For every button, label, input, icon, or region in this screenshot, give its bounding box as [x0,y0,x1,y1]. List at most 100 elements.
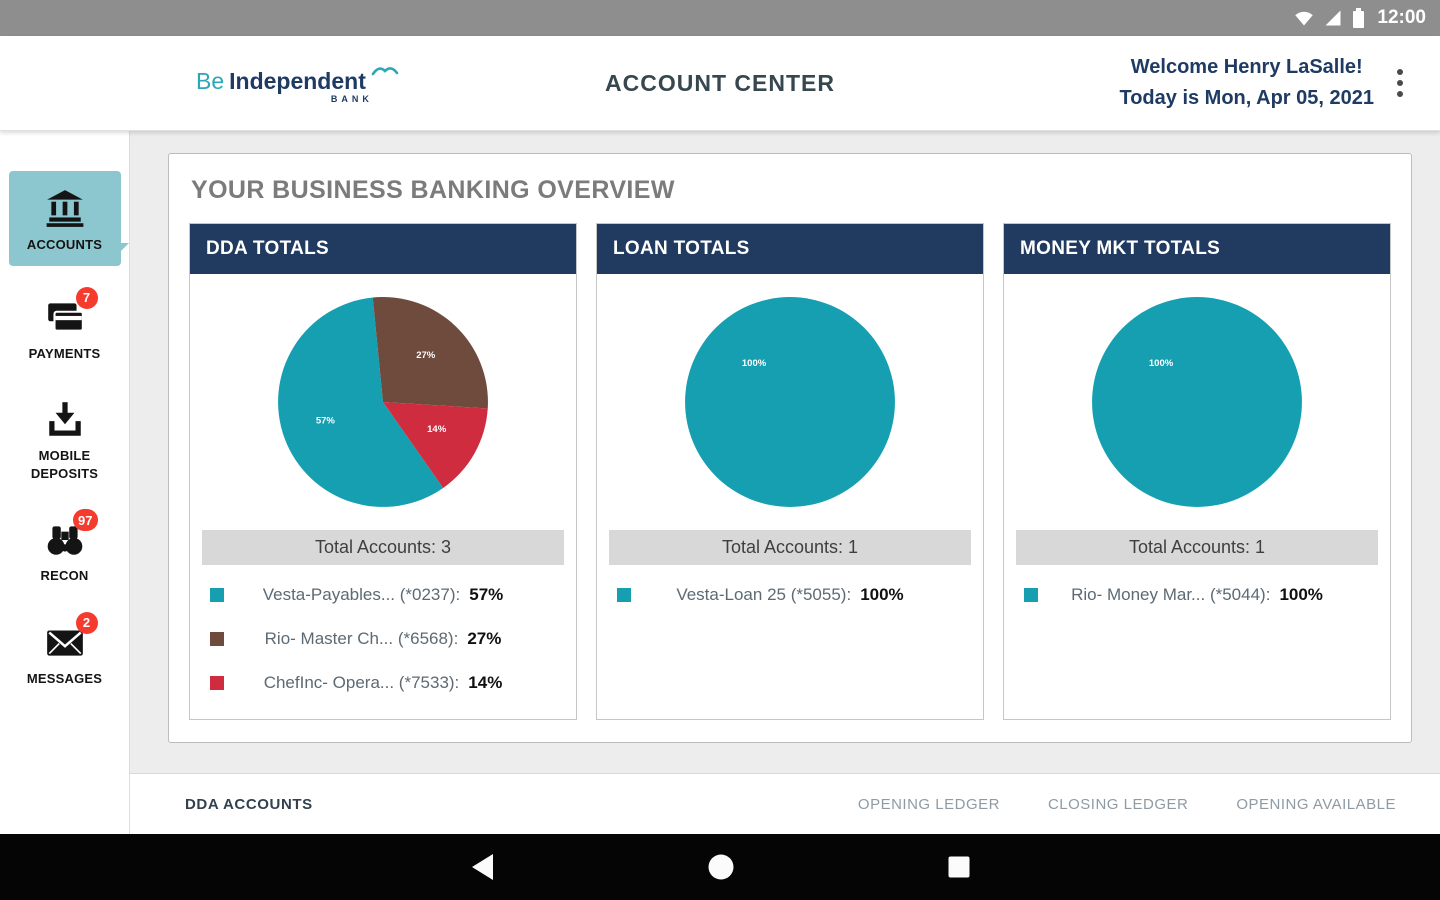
pie-slice [383,402,488,488]
date-line: Today is Mon, Apr 05, 2021 [1119,87,1374,109]
legend-swatch [1024,588,1038,602]
pie-slice-label: 14% [427,424,447,435]
envelope-icon: 2 [44,611,98,663]
notification-badge: 97 [73,509,98,532]
panel-title: MONEY MKT TOTALS [1004,224,1390,274]
pie-slice [372,297,488,409]
table-columns: OPENING LEDGER CLOSING LEDGER OPENING AVAI… [858,796,1396,813]
column-header: CLOSING LEDGER [1047,796,1189,813]
legend-percent: 100% [1279,585,1323,604]
legend-percent: 100% [860,585,904,604]
pie-slice-label: 57% [316,415,336,426]
chart-legend: Vesta-Loan 25 (*5055): 100% [597,565,983,631]
sidebar-item-label: MOBILE DEPOSITS [30,448,99,481]
pie-chart: 100% [685,297,895,507]
legend-percent: 14% [468,673,503,692]
legend-row: Vesta-Loan 25 (*5055): 100% [597,573,983,617]
clock-text: 12:00 [1377,7,1426,28]
chart-legend: Vesta-Payables... (*0237): 57% Rio- Master… [190,565,576,719]
sidebar-item-label: ACCOUNTS [26,237,103,252]
binoculars-icon: 97 [44,509,98,560]
sidebar-item-label: PAYMENTS [28,345,101,361]
total-accounts-bar: Total Accounts: 1 [609,530,971,565]
pie-chart-area: 100% [597,274,983,520]
recents-icon [947,855,971,879]
overview-panel: DDA TOTALS 57% 27% 14% Total Accounts: 3 Vest… [189,223,577,720]
wifi-icon [1294,8,1314,28]
legend-swatch [210,588,224,602]
back-icon [469,852,495,882]
pie-slice [278,297,444,507]
main-area: YOUR BUSINESS BANKING OVERVIEW DDA TOTAL… [130,131,1440,834]
column-header: OPENING LEDGER [857,796,1000,813]
pie-chart-area: 57% 27% 14% [190,274,576,520]
legend-swatch [617,588,631,602]
sidebar: ACCOUNTS 7 PAYMENTS MOBILE DEPOSITS 97 RECON 2… [0,131,130,834]
sidebar-item-mobile-deposits[interactable]: MOBILE DEPOSITS [9,398,121,482]
pie-slice-label: 100% [1149,358,1174,369]
sidebar-item-label: RECON [40,568,89,584]
panel-title: DDA TOTALS [190,224,576,274]
recents-button[interactable] [947,855,971,879]
legend-swatch [210,632,224,646]
back-button[interactable] [469,852,495,882]
android-nav-bar [0,834,1440,900]
legend-row: Rio- Money Mar... (*5044): 100% [1004,573,1390,617]
bank-logo[interactable]: Be Independent BANK [196,63,399,104]
legend-swatch [210,676,224,690]
pie-slice [685,297,895,507]
pie-slice [1092,297,1302,507]
legend-account-name: Rio- Money Mar... (*5044): [1071,585,1271,604]
mobile-deposit-icon [44,398,86,440]
legend-row: ChefInc- Opera... (*7533): 14% [190,661,576,705]
legend-account-name: Vesta-Loan 25 (*5055): [676,585,852,604]
notification-badge: 2 [75,611,98,634]
legend-account-name: Vesta-Payables... (*0237): [262,585,461,604]
pie-slice-label: 100% [742,358,767,369]
bank-icon [44,187,86,229]
pie-chart: 57% 27% 14% [278,297,488,507]
overview-panel: MONEY MKT TOTALS 100% Total Accounts: 1 Rio… [1003,223,1391,720]
pie-slice-label: 27% [416,350,436,361]
panel-title: LOAN TOTALS [597,224,983,274]
battery-icon [1352,7,1365,29]
sidebar-item-label: MESSAGES [26,670,103,686]
logo-name-text: Independent [229,67,366,94]
pie-chart-area: 100% [1004,274,1390,520]
total-accounts-bar: Total Accounts: 3 [202,530,564,565]
overview-heading: YOUR BUSINESS BANKING OVERVIEW [191,176,675,204]
dda-accounts-section: DDA ACCOUNTS OPENING LEDGER CLOSING LEDGE… [130,773,1440,834]
dda-accounts-label: DDA ACCOUNTS [185,796,313,813]
bird-swoosh-icon [371,63,399,81]
column-header: OPENING AVAILABLE [1236,796,1396,813]
android-status-bar: 12:00 [0,0,1440,36]
sidebar-item-messages[interactable]: 2 MESSAGES [9,611,121,688]
overview-card: YOUR BUSINESS BANKING OVERVIEW DDA TOTAL… [168,153,1412,743]
logo-prefix-text: Be [196,67,225,94]
signal-icon [1323,8,1343,28]
legend-account-name: ChefInc- Opera... (*7533): [263,673,460,692]
legend-row: Rio- Master Ch... (*6568): 27% [190,617,576,661]
app-header: Be Independent BANK ACCOUNT CENTER Welco… [0,36,1440,131]
notification-badge: 7 [75,286,98,309]
chart-legend: Rio- Money Mar... (*5044): 100% [1004,565,1390,631]
legend-percent: 57% [469,585,504,604]
sidebar-item-accounts[interactable]: ACCOUNTS [8,171,129,266]
sidebar-item-payments[interactable]: 7 PAYMENTS [9,286,121,363]
legend-row: Vesta-Payables... (*0237): 57% [190,573,576,617]
overflow-menu-button[interactable] [1390,69,1410,97]
payments-card-icon: 7 [44,286,98,338]
legend-account-name: Rio- Master Ch... (*6568): [264,629,459,648]
sidebar-item-recon[interactable]: 97 RECON [9,509,121,585]
home-icon [707,853,735,881]
home-button[interactable] [707,853,735,881]
content-row: ACCOUNTS 7 PAYMENTS MOBILE DEPOSITS 97 RECON 2… [0,131,1440,834]
welcome-line: Welcome Henry LaSalle! [1130,56,1363,78]
legend-percent: 27% [467,629,502,648]
pie-chart: 100% [1092,297,1302,507]
overview-panel: LOAN TOTALS 100% Total Accounts: 1 Vesta-Lo… [596,223,984,720]
logo-sub-text: BANK [330,93,373,104]
welcome-message: Welcome Henry LaSalle! Today is Mon, Apr… [1119,52,1374,114]
total-accounts-bar: Total Accounts: 1 [1016,530,1378,565]
